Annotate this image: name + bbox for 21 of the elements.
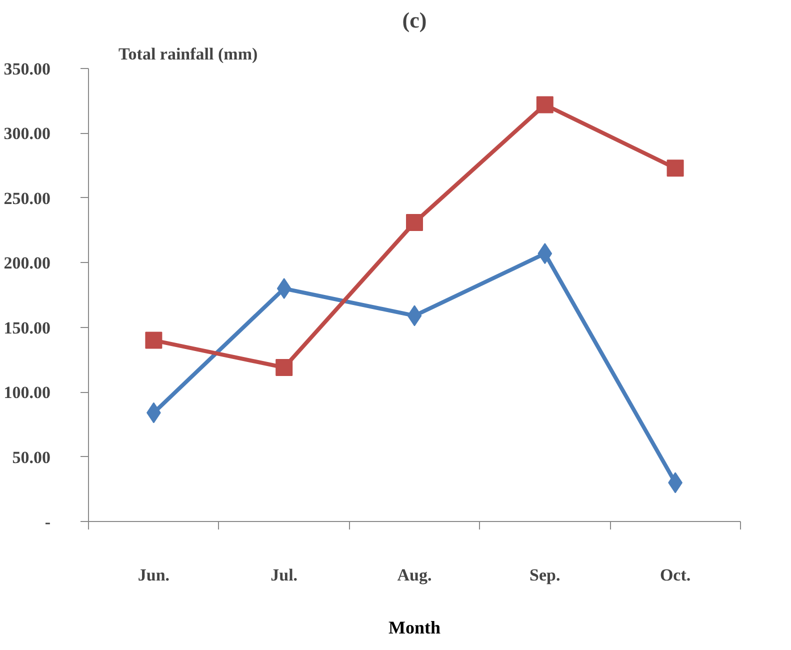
y-tick-label: - bbox=[44, 512, 51, 532]
point bbox=[666, 160, 684, 177]
x-tick-label: Oct. bbox=[660, 566, 691, 584]
x-tick-label: Jun. bbox=[138, 566, 170, 584]
y-tick-label: 300.00 bbox=[4, 124, 50, 144]
point bbox=[145, 332, 162, 349]
y-tick-label: 250.00 bbox=[4, 188, 50, 208]
x-tick-label: Jul. bbox=[270, 566, 298, 584]
y-tick-label: 350.00 bbox=[4, 60, 50, 78]
y-tick-label: 100.00 bbox=[4, 383, 50, 402]
y-axis-title: Total rainfall (mm) bbox=[118, 44, 258, 64]
y-tick-label: 200.00 bbox=[4, 254, 50, 273]
point bbox=[276, 358, 293, 376]
x-tick-label: Aug. bbox=[397, 566, 432, 584]
x-axis-title: Month bbox=[388, 618, 441, 638]
chart-title: (c) bbox=[402, 8, 427, 32]
point bbox=[536, 96, 554, 114]
y-tick-label: 150.00 bbox=[4, 318, 50, 338]
point bbox=[406, 214, 423, 232]
y-tick-label: 50.00 bbox=[12, 448, 50, 467]
x-tick-label: Sep. bbox=[530, 566, 560, 584]
